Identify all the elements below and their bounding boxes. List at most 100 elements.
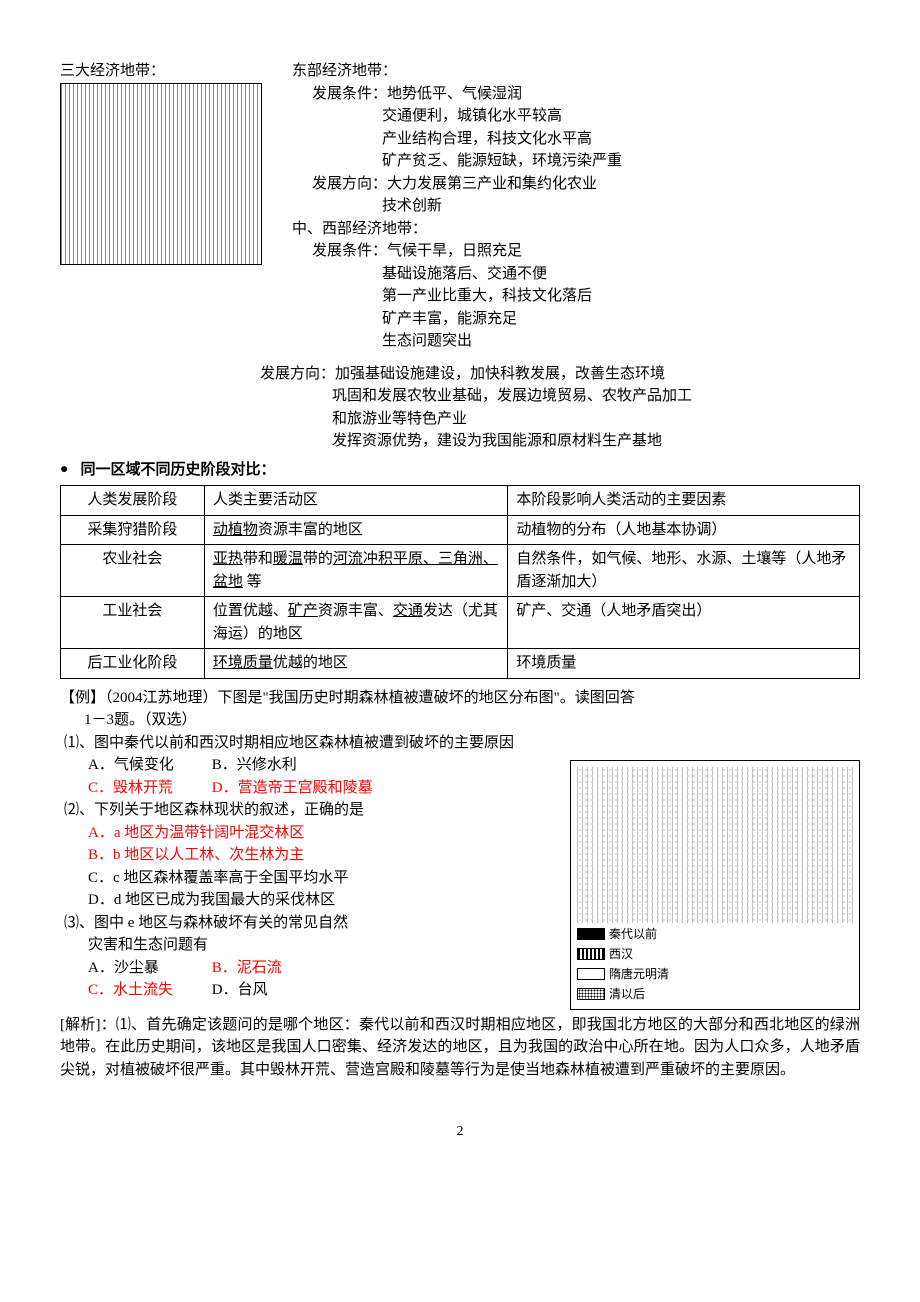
mw-dir-label: 发展方向： — [260, 366, 335, 382]
q2-d: D．d 地区已成为我国最大的采伐林区 — [88, 889, 560, 912]
mw-cond-1: 基础设施落后、交通不便 — [382, 263, 860, 286]
q2-b: B．b 地区以人工林、次生林为主 — [88, 844, 560, 867]
map-left-column: 三大经济地带： — [60, 60, 262, 265]
legend-1-label: 秦代以前 — [609, 925, 657, 943]
bullet-icon: ● — [60, 459, 68, 480]
q3-d: D．台风 — [212, 979, 332, 1002]
mw-cond-4: 生态问题突出 — [382, 330, 860, 353]
q2-a: A．a 地区为温带针阔叶混交林区 — [88, 822, 560, 845]
mw-cond-2: 第一产业比重大，科技文化落后 — [382, 285, 860, 308]
section-heading-row: ● 同一区域不同历史阶段对比： — [60, 459, 860, 482]
th-factor: 本阶段影响人类活动的主要因素 — [508, 486, 860, 516]
q1-stem: ⑴、图中秦代以前和西汉时期相应地区森林植被遭到破坏的主要原因 — [64, 732, 560, 755]
mw-cond-row: 发展条件：气候干旱，日照充足 — [312, 240, 860, 263]
legend-2-label: 西汉 — [609, 945, 633, 963]
mw-cond-3: 矿产丰富，能源充足 — [382, 308, 860, 331]
r1c3: 动植物的分布（人地基本协调） — [508, 515, 860, 545]
page-number: 2 — [60, 1121, 860, 1142]
swatch-black-icon — [577, 928, 605, 940]
r3c2: 位置优越、矿产资源丰富、交通发达（尤其海运）的地区 — [204, 597, 508, 649]
legend-4-label: 清以后 — [609, 985, 645, 1003]
east-cond-1: 交通便利，城镇化水平较高 — [382, 105, 860, 128]
history-stages-table: 人类发展阶段 人类主要活动区 本阶段影响人类活动的主要因素 采集狩猎阶段 动植物… — [60, 485, 860, 679]
r1c1: 采集狩猎阶段 — [61, 515, 205, 545]
mw-cond-0: 气候干旱，日照充足 — [387, 243, 522, 259]
q2-c: C．c 地区森林覆盖率高于全国平均水平 — [88, 867, 560, 890]
r3c1: 工业社会 — [61, 597, 205, 649]
r2c1: 农业社会 — [61, 545, 205, 597]
table-row: 采集狩猎阶段 动植物资源丰富的地区 动植物的分布（人地基本协调） — [61, 515, 860, 545]
r2c2-u3: 河流冲积平原、三角洲、盆地 — [213, 551, 498, 590]
q1-opts-row1: A．气候变化 B．兴修水利 — [88, 754, 560, 777]
east-dir-0: 大力发展第三产业和集约化农业 — [387, 176, 597, 192]
example-intro-2: 1－3题。（双选） — [84, 709, 860, 732]
swatch-bars-icon — [577, 948, 605, 960]
mw-direction-block: 发展方向：加强基础设施建设，加快科教发展，改善生态环境 巩固和发展农牧业基础，发… — [260, 363, 860, 453]
qa-section: ⑴、图中秦代以前和西汉时期相应地区森林植被遭到破坏的主要原因 A．气候变化 B．… — [60, 732, 860, 1010]
q3-opts-row1: A．沙尘暴 B．泥石流 — [88, 957, 560, 980]
table-row: 后工业化阶段 环境质量优越的地区 环境质量 — [61, 649, 860, 679]
r4c2: 环境质量优越的地区 — [204, 649, 508, 679]
legend-2: 西汉 — [577, 945, 633, 963]
q3-stem2: 灾害和生态问题有 — [88, 934, 560, 957]
q1-d: D．营造帝王宫殿和陵墓 — [212, 777, 373, 800]
q3-opts-row2: C．水土流失 D．台风 — [88, 979, 560, 1002]
r2c2-u1: 亚热 — [213, 551, 243, 567]
east-cond-row: 发展条件：地势低平、气候湿润 — [312, 83, 860, 106]
east-dir-1: 技术创新 — [382, 195, 860, 218]
qa-left: ⑴、图中秦代以前和西汉时期相应地区森林植被遭到破坏的主要原因 A．气候变化 B．… — [60, 732, 560, 1002]
r3c2-u2: 交通 — [393, 603, 423, 619]
q3-b: B．泥石流 — [212, 957, 332, 980]
east-dir-label: 发展方向： — [312, 176, 387, 192]
economic-zones-section: 三大经济地带： 东部经济地带： 发展条件：地势低平、气候湿润 交通便利，城镇化水… — [60, 60, 860, 353]
mw-dir-3: 发挥资源优势，建设为我国能源和原材料生产基地 — [332, 430, 860, 453]
r4c1: 后工业化阶段 — [61, 649, 205, 679]
q3-c: C．水土流失 — [88, 979, 208, 1002]
q1-opts-row2: C．毁林开荒 D．营造帝王宫殿和陵墓 — [88, 777, 560, 800]
r1c2: 动植物资源丰富的地区 — [204, 515, 508, 545]
mw-dir-0: 加强基础设施建设，加快科教发展，改善生态环境 — [335, 366, 665, 382]
swatch-dots-icon — [577, 988, 605, 1000]
r3c3: 矿产、交通（人地矛盾突出） — [508, 597, 860, 649]
table-header-row: 人类发展阶段 人类主要活动区 本阶段影响人类活动的主要因素 — [61, 486, 860, 516]
th-area: 人类主要活动区 — [204, 486, 508, 516]
east-zone-title: 东部经济地带： — [292, 60, 860, 83]
china-zones-map — [60, 83, 262, 265]
r1c2-u: 动植物 — [213, 522, 258, 538]
east-cond-2: 产业结构合理，科技文化水平高 — [382, 128, 860, 151]
section-heading: 同一区域不同历史阶段对比： — [80, 459, 275, 482]
q3-stem: ⑶、图中 e 地区与森林破坏有关的常见自然 — [64, 912, 560, 935]
th-stage: 人类发展阶段 — [61, 486, 205, 516]
r4c3: 环境质量 — [508, 649, 860, 679]
zones-text: 东部经济地带： 发展条件：地势低平、气候湿润 交通便利，城镇化水平较高 产业结构… — [292, 60, 860, 353]
r4c2-u: 环境质量 — [213, 655, 273, 671]
mw-cond-label: 发展条件： — [312, 243, 387, 259]
china-forest-map: 秦代以前 西汉 隋唐元明清 清以后 — [570, 760, 860, 1010]
east-cond-3: 矿产贫乏、能源短缺，环境污染严重 — [382, 150, 860, 173]
map2-body — [577, 767, 853, 923]
r2c2-u2: 暖温 — [273, 551, 303, 567]
q1-c: C．毁林开荒 — [88, 777, 208, 800]
zones-title: 三大经济地带： — [60, 60, 262, 83]
q2-stem: ⑵、下列关于地区森林现状的叙述，正确的是 — [64, 799, 560, 822]
legend-4: 清以后 — [577, 985, 645, 1003]
legend-3-label: 隋唐元明清 — [609, 965, 669, 983]
table-row: 农业社会 亚热带和暖温带的河流冲积平原、三角洲、盆地 等 自然条件，如气候、地形… — [61, 545, 860, 597]
r2c3: 自然条件，如气候、地形、水源、土壤等（人地矛盾逐渐加大） — [508, 545, 860, 597]
analysis-text: [解析]：⑴、首先确定该题问的是哪个地区：秦代以前和西汉时期相应地区，即我国北方… — [60, 1014, 860, 1082]
q3-a: A．沙尘暴 — [88, 957, 208, 980]
mw-dir-2: 和旅游业等特色产业 — [332, 408, 860, 431]
r3c2-u1: 矿产 — [288, 603, 318, 619]
table-row: 工业社会 位置优越、矿产资源丰富、交通发达（尤其海运）的地区 矿产、交通（人地矛… — [61, 597, 860, 649]
mw-dir-line-0: 发展方向：加强基础设施建设，加快科教发展，改善生态环境 — [260, 363, 860, 386]
east-cond-label: 发展条件： — [312, 86, 387, 102]
east-dir-row: 发展方向：大力发展第三产业和集约化农业 — [312, 173, 860, 196]
example-block: 【例】（2004江苏地理）下图是"我国历史时期森林植被遭破坏的地区分布图"。读图… — [60, 687, 860, 1082]
midwest-zone-title: 中、西部经济地带： — [292, 218, 860, 241]
r2c2: 亚热带和暖温带的河流冲积平原、三角洲、盆地 等 — [204, 545, 508, 597]
east-cond-0: 地势低平、气候湿润 — [387, 86, 522, 102]
mw-dir-1: 巩固和发展农牧业基础，发展边境贸易、农牧产品加工 — [332, 385, 860, 408]
q1-b: B．兴修水利 — [212, 754, 332, 777]
q1-a: A．气候变化 — [88, 754, 208, 777]
legend-1: 秦代以前 — [577, 925, 657, 943]
